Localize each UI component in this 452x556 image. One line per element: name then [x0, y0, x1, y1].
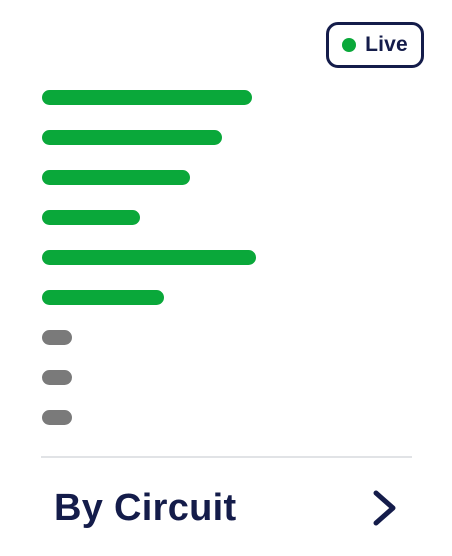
activity-bar-7 — [42, 330, 72, 345]
live-status-label: Live — [365, 33, 408, 56]
activity-bar-4 — [42, 210, 140, 225]
activity-bar-3 — [42, 170, 190, 185]
by-circuit-title: By Circuit — [54, 486, 237, 529]
activity-bar-8 — [42, 370, 72, 385]
activity-bar-6 — [42, 290, 164, 305]
section-divider — [41, 456, 412, 458]
activity-bar-2 — [42, 130, 222, 145]
activity-bars — [42, 90, 422, 450]
activity-bar-1 — [42, 90, 252, 105]
by-circuit-link[interactable]: By Circuit — [54, 478, 400, 538]
activity-bar-5 — [42, 250, 256, 265]
live-indicator-dot — [342, 38, 357, 52]
live-status-badge: Live — [326, 22, 424, 68]
activity-bar-9 — [42, 410, 72, 425]
chevron-right-icon — [373, 490, 396, 526]
